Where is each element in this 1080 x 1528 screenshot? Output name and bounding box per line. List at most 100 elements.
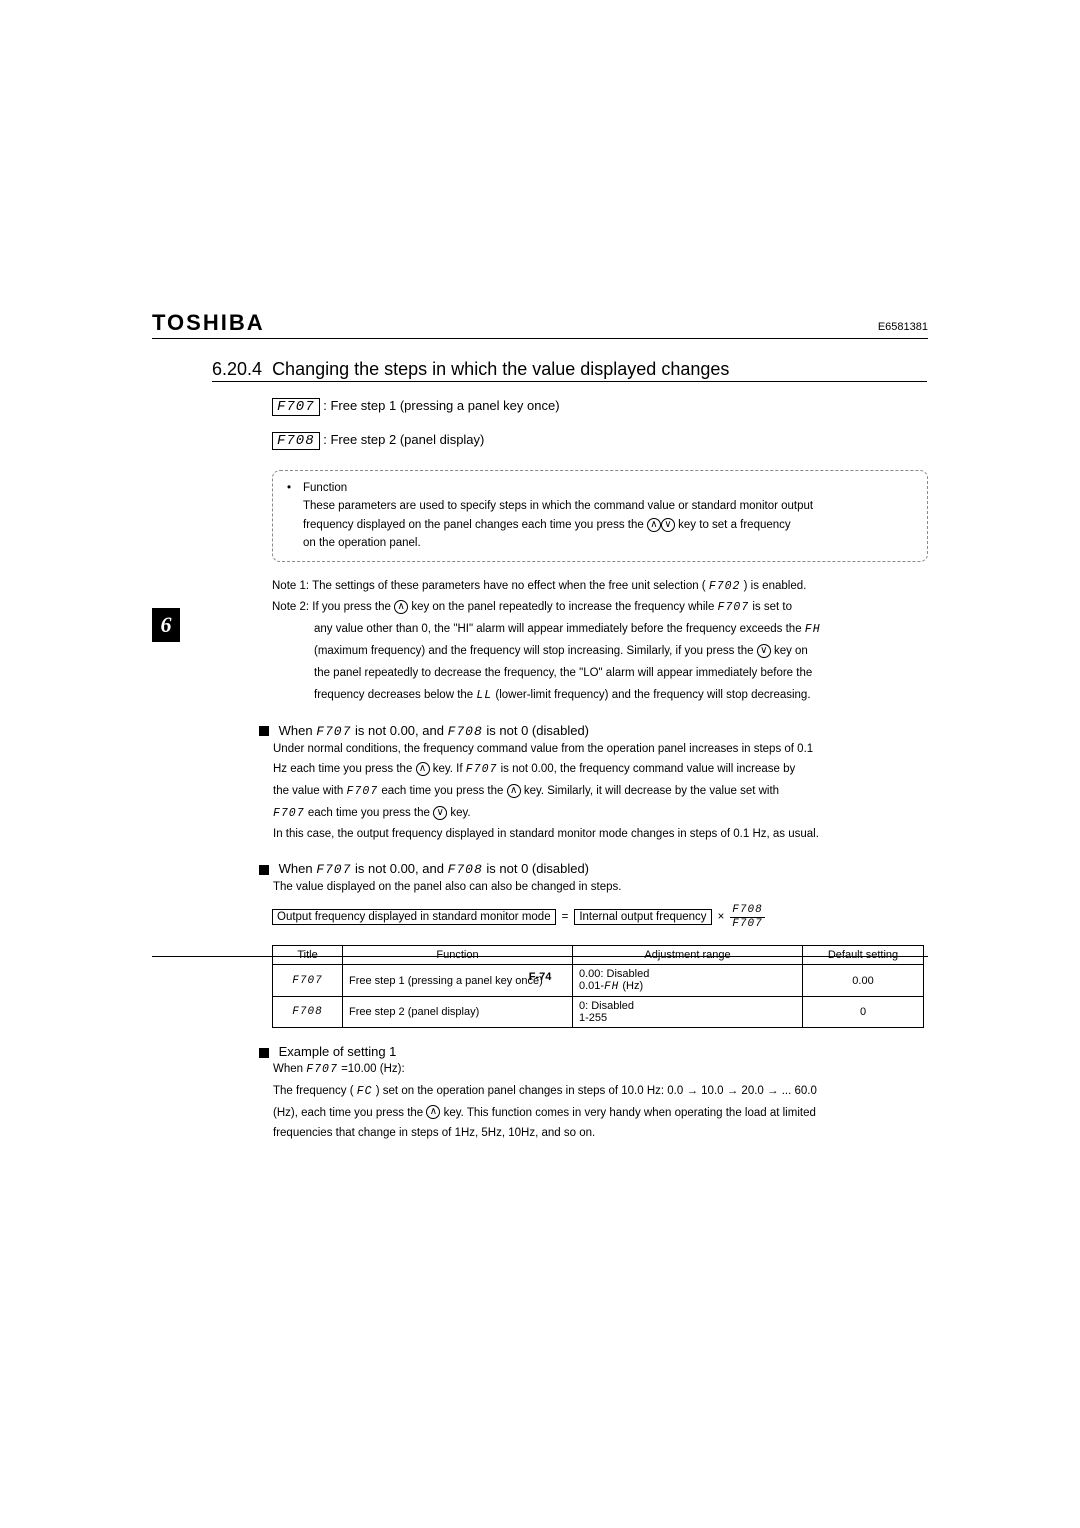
ex-l2a: The frequency ( (273, 1085, 354, 1097)
sub2-title-b: is not 0.00, and (355, 861, 448, 876)
formula-eq: = (562, 911, 569, 923)
sub2-l1: The value displayed on the panel also ca… (273, 877, 928, 898)
sub1-code1: F707 (316, 724, 351, 739)
ex-l1b: =10.00 (Hz): (341, 1063, 405, 1075)
document-id: E6581381 (878, 321, 928, 333)
note2-l2a: any value other than 0, the "HI" alarm w… (314, 623, 805, 635)
sub1-l2c: is not 0.00, the frequency command value… (501, 763, 796, 775)
page-footer: F-74 (152, 956, 928, 983)
sub1-code2: F708 (448, 724, 483, 739)
note2-l3b: key on (774, 645, 808, 657)
sub1-l4-code: F707 (273, 807, 305, 820)
sub1-l2a: Hz each time you press the (273, 763, 412, 775)
note2-code: F707 (718, 601, 750, 614)
cell-title: F708 (273, 997, 343, 1028)
down-key-icon: ∨ (661, 518, 675, 532)
up-key-icon: ∧ (416, 762, 430, 776)
param-code-f707: F707 (272, 398, 320, 416)
subsection-1: When F707 is not 0.00, and F708 is not 0… (259, 723, 928, 845)
sub2-title-c: is not 0 (disabled) (486, 861, 589, 876)
note2-l5b: (lower-limit frequency) and the frequenc… (495, 689, 810, 701)
up-key-icon: ∧ (507, 784, 521, 798)
up-key-icon: ∧ (394, 600, 408, 614)
ex-l4: frequencies that change in steps of 1Hz,… (273, 1123, 928, 1144)
function-text-3: on the operation panel. (303, 534, 913, 552)
subsection-2: When F707 is not 0.00, and F708 is not 0… (259, 861, 928, 898)
fraction-denominator: F707 (732, 918, 762, 931)
param-line-1: F707 : Free step 1 (pressing a panel key… (272, 398, 928, 416)
sub1-l4a: each time you press the (308, 807, 433, 819)
page-number: F-74 (529, 971, 552, 983)
sub1-title-c: is not 0 (disabled) (486, 723, 589, 738)
formula-box-1: Output frequency displayed in standard m… (272, 909, 556, 925)
bullet-square-icon (259, 865, 269, 875)
page-header: TOSHIBA E6581381 (152, 310, 928, 339)
note2-l3a: (maximum frequency) and the frequency wi… (314, 645, 754, 657)
sub1-l2-code: F707 (466, 763, 498, 776)
note2-l5a: frequency decreases below the (314, 689, 476, 701)
note2-l4: the panel repeatedly to decrease the fre… (314, 663, 928, 685)
note1-a: Note 1: The settings of these parameters… (272, 580, 706, 592)
table-row: F708 Free step 2 (panel display) 0: Disa… (273, 997, 924, 1028)
sub2-title-a: When (279, 861, 317, 876)
note1-code: F702 (709, 580, 741, 593)
ex-l3b: key. This function comes in very handy w… (444, 1107, 816, 1119)
example-section: Example of setting 1 When F707 =10.00 (H… (259, 1044, 928, 1144)
page-content: TOSHIBA E6581381 6.20.4 Changing the ste… (152, 310, 928, 1144)
sub1-title-a: When (279, 723, 317, 738)
sub1-l3-code: F707 (347, 785, 379, 798)
range-l1: 0: Disabled (579, 1000, 796, 1012)
down-key-icon: ∨ (433, 806, 447, 820)
example-title: Example of setting 1 (279, 1044, 397, 1059)
bullet-square-icon (259, 1048, 269, 1058)
sub1-l5: In this case, the output frequency displ… (273, 824, 928, 845)
section-title: 6.20.4 Changing the steps in which the v… (212, 359, 927, 382)
up-key-icon: ∧ (647, 518, 661, 532)
down-key-icon: ∨ (757, 644, 771, 658)
sub1-title-b: is not 0.00, and (355, 723, 448, 738)
cell-func: Free step 2 (panel display) (343, 997, 573, 1028)
param-desc-2: : Free step 2 (panel display) (323, 432, 484, 447)
param-line-2: F708 : Free step 2 (panel display) (272, 432, 928, 450)
sub1-l4b: key. (450, 807, 470, 819)
formula-box-2: Internal output frequency (574, 909, 711, 925)
sub1-l3a: the value with (273, 785, 347, 797)
function-label: Function (303, 482, 347, 494)
cell-range: 0: Disabled 1-255 (573, 997, 803, 1028)
cell-default: 0 (803, 997, 924, 1028)
sub2-code2: F708 (448, 862, 483, 877)
sub1-l3b: each time you press the (381, 785, 506, 797)
ex-l1a: When (273, 1063, 306, 1075)
param-code-f708: F708 (272, 432, 320, 450)
sub2-code1: F707 (316, 862, 351, 877)
ex-l2b: ) set on the operation panel changes in … (376, 1085, 817, 1097)
sub1-l2b: key. If (433, 763, 466, 775)
brand-logo: TOSHIBA (152, 310, 265, 336)
function-text-1: These parameters are used to specify ste… (303, 497, 913, 515)
sub1-l3c: key. Similarly, it will decrease by the … (524, 785, 779, 797)
note2-b: key on the panel repeatedly to increase … (411, 601, 717, 613)
sub1-l1: Under normal conditions, the frequency c… (273, 739, 928, 760)
ex-l2-code: FC (357, 1085, 373, 1098)
function-text-2b: key to set a frequency (678, 519, 791, 531)
up-key-icon: ∧ (426, 1105, 440, 1119)
note1-b: ) is enabled. (744, 580, 807, 592)
ex-l3a: (Hz), each time you press the (273, 1107, 423, 1119)
formula-fraction: F708 F707 (730, 904, 764, 931)
section-number: 6.20.4 (212, 359, 262, 379)
section-heading: Changing the steps in which the value di… (272, 359, 729, 379)
function-text-2a: frequency displayed on the panel changes… (303, 519, 647, 531)
range-l2: 1-255 (579, 1012, 796, 1024)
bullet-square-icon (259, 726, 269, 736)
formula-row: Output frequency displayed in standard m… (272, 904, 928, 931)
function-box: •Function These parameters are used to s… (272, 470, 928, 562)
param-desc-1: : Free step 1 (pressing a panel key once… (323, 398, 559, 413)
fraction-numerator: F708 (730, 904, 764, 918)
ex-l1-code: F707 (306, 1063, 338, 1076)
note2-l2-code: FH (805, 623, 821, 636)
note2-c: is set to (752, 601, 792, 613)
formula-mult: × (718, 911, 725, 923)
note2-a: Note 2: If you press the (272, 601, 391, 613)
notes-block: Note 1: The settings of these parameters… (272, 576, 928, 707)
note2-l5-code: LL (476, 689, 492, 702)
